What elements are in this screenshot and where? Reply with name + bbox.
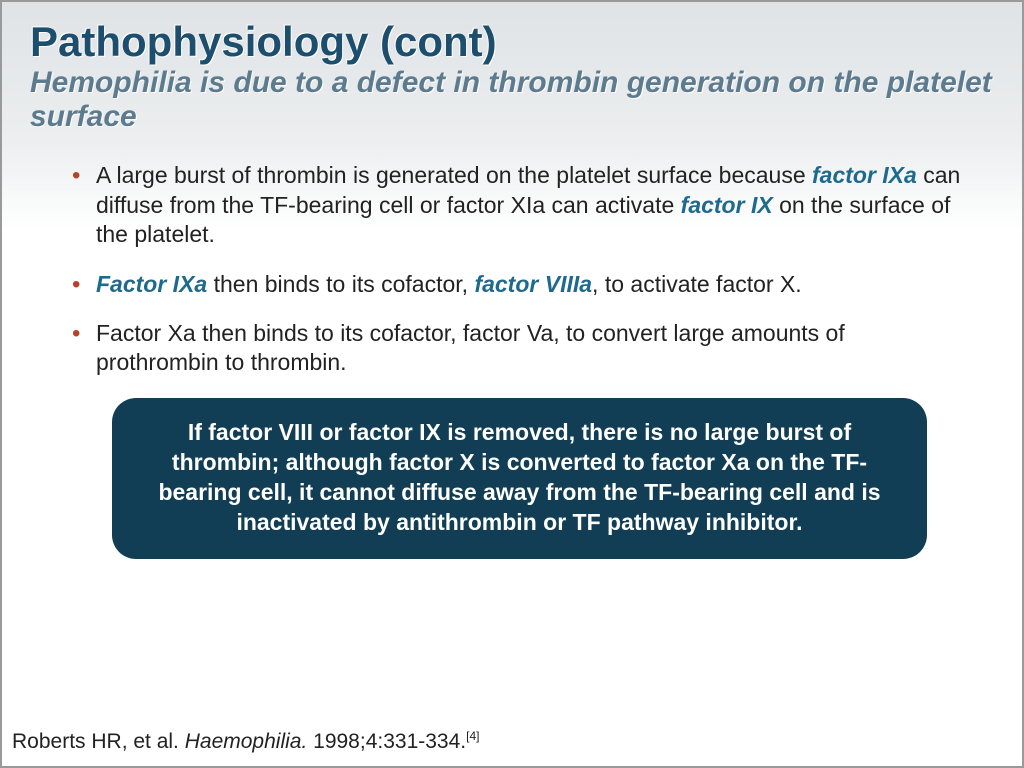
slide-body: A large burst of thrombin is generated o… xyxy=(2,143,1022,559)
bullet-text: Factor Xa then binds to its cofactor, fa… xyxy=(96,320,845,375)
citation-authors: Roberts HR, et al. xyxy=(12,730,185,753)
citation-ref: [4] xyxy=(466,729,479,743)
callout-box: If factor VIII or factor IX is removed, … xyxy=(112,398,927,560)
bullet-list: A large burst of thrombin is generated o… xyxy=(72,161,967,378)
emphasis-factor: factor VIIIa xyxy=(474,271,592,297)
citation-details: 1998;4:331-334. xyxy=(307,730,466,753)
emphasis-factor: factor IXa xyxy=(812,162,917,188)
bullet-text: A large burst of thrombin is generated o… xyxy=(96,162,812,188)
bullet-text: , to activate factor X. xyxy=(592,271,802,297)
bullet-text: then binds to its cofactor, xyxy=(207,271,474,297)
bullet-item: A large burst of thrombin is generated o… xyxy=(72,161,967,249)
slide-subtitle: Hemophilia is due to a defect in thrombi… xyxy=(30,66,994,133)
citation: Roberts HR, et al. Haemophilia. 1998;4:3… xyxy=(12,729,479,754)
callout-text: If factor VIII or factor IX is removed, … xyxy=(158,419,880,535)
bullet-item: Factor Xa then binds to its cofactor, fa… xyxy=(72,319,967,378)
slide: Pathophysiology (cont) Hemophilia is due… xyxy=(0,0,1024,768)
slide-header: Pathophysiology (cont) Hemophilia is due… xyxy=(2,2,1022,143)
bullet-item: Factor IXa then binds to its cofactor, f… xyxy=(72,270,967,299)
slide-title: Pathophysiology (cont) xyxy=(30,20,994,64)
citation-journal: Haemophilia. xyxy=(185,730,308,753)
emphasis-factor: factor IX xyxy=(681,192,773,218)
emphasis-factor: Factor IXa xyxy=(96,271,207,297)
